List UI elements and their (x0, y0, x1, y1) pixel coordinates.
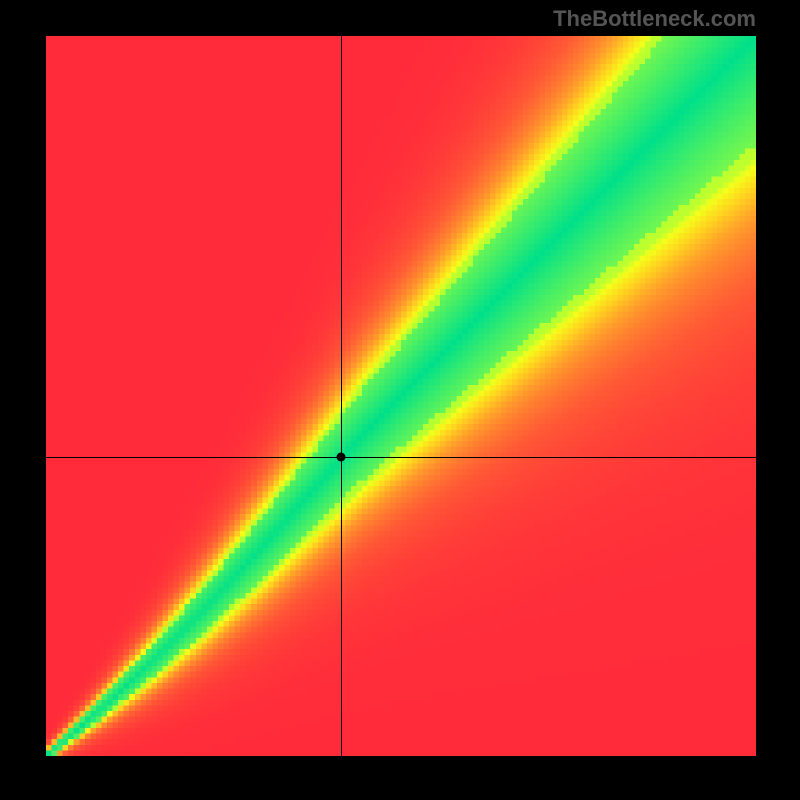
bottleneck-heatmap (46, 36, 756, 756)
watermark-text: TheBottleneck.com (553, 6, 756, 32)
selected-point-marker (336, 453, 345, 462)
crosshair-vertical (341, 36, 342, 756)
chart-stage: TheBottleneck.com (0, 0, 800, 800)
crosshair-horizontal (46, 457, 756, 458)
